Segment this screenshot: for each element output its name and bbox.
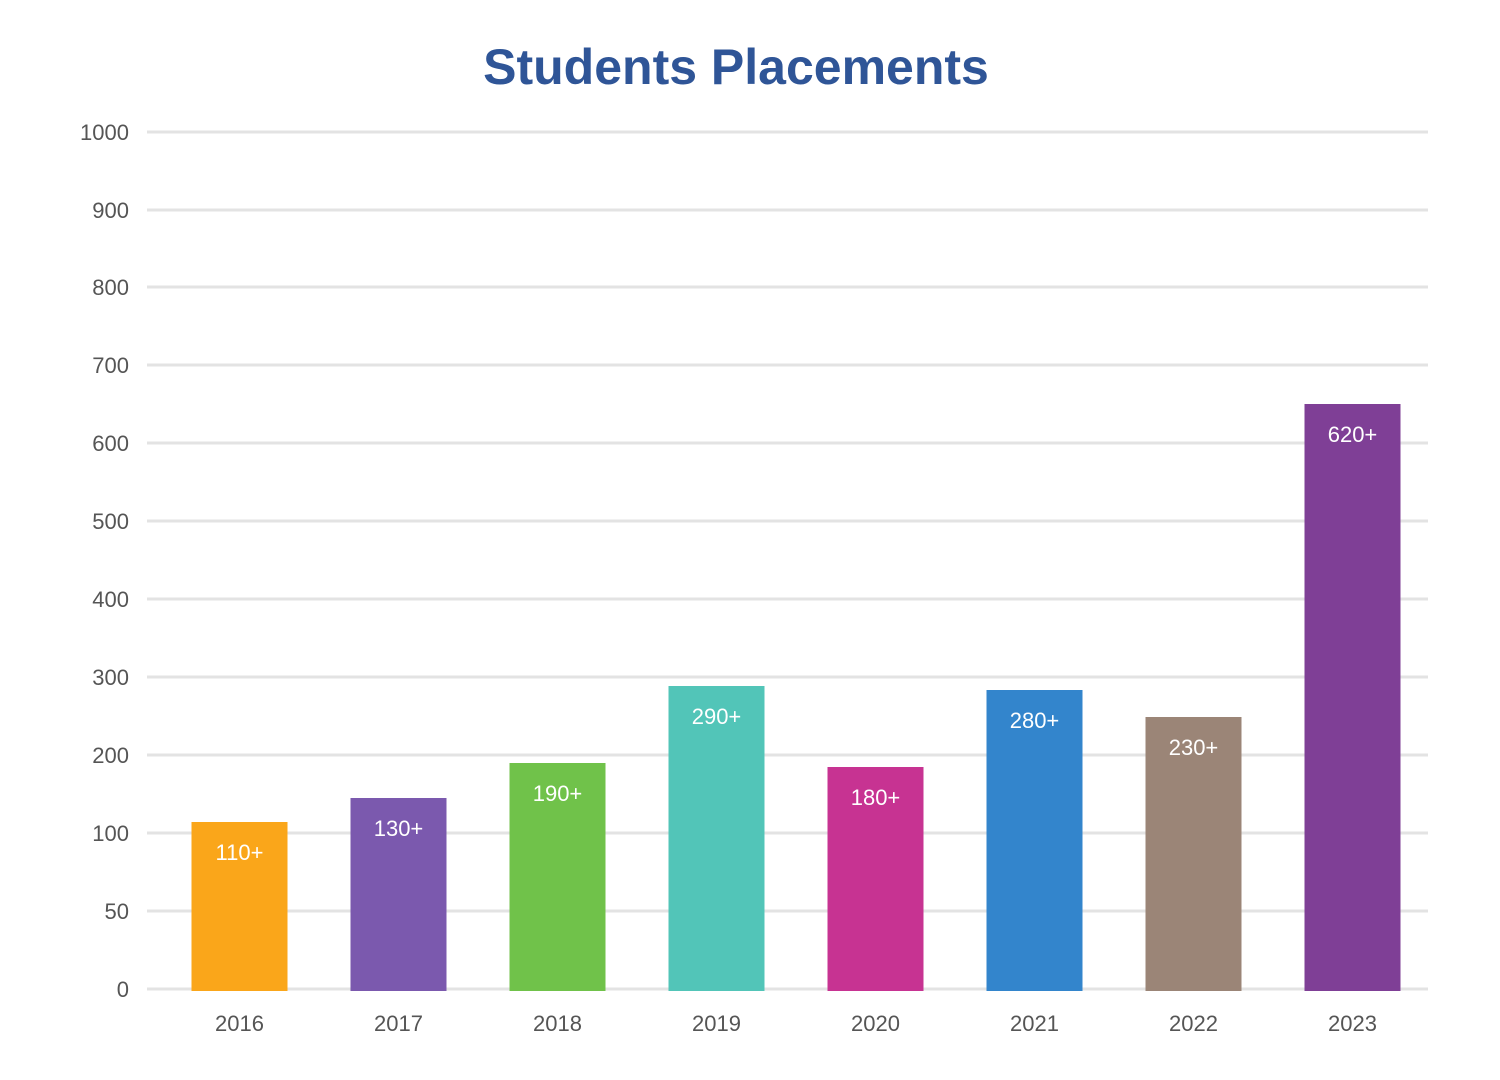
bar-2018: [509, 763, 606, 991]
x-tick-label: 2019: [692, 1011, 741, 1036]
x-tick-label: 2020: [851, 1011, 900, 1036]
x-tick-label: 2023: [1328, 1011, 1377, 1036]
x-axis-ticks: 2016 2017 2018 2019 2020 2021 2022 2023: [215, 1011, 1377, 1036]
y-tick-label: 500: [92, 509, 129, 534]
bar-2021: [986, 690, 1083, 991]
chart-title: Students Placements: [483, 39, 989, 95]
bar-value-label: 280+: [1010, 708, 1060, 733]
bar-2019: [668, 686, 765, 991]
y-tick-label: 400: [92, 587, 129, 612]
y-tick-label: 200: [92, 743, 129, 768]
x-tick-label: 2021: [1010, 1011, 1059, 1036]
x-tick-label: 2016: [215, 1011, 264, 1036]
y-tick-label: 900: [92, 198, 129, 223]
bars: 110+ 130+ 190+ 290+ 180+ 280+ 230+ 620+: [191, 404, 1401, 991]
bar-value-label: 130+: [374, 816, 424, 841]
bar-2020: [827, 767, 924, 991]
bar-value-label: 180+: [851, 785, 901, 810]
y-tick-label: 1000: [80, 120, 129, 145]
x-tick-label: 2018: [533, 1011, 582, 1036]
bar-value-label: 110+: [216, 840, 264, 865]
bar-2016: [191, 822, 288, 991]
x-tick-label: 2022: [1169, 1011, 1218, 1036]
y-tick-label: 0: [117, 977, 129, 1002]
y-tick-label: 600: [92, 431, 129, 456]
x-tick-label: 2017: [374, 1011, 423, 1036]
bar-value-label: 290+: [692, 704, 742, 729]
y-tick-label: 50: [105, 899, 129, 924]
bar-value-label: 190+: [533, 781, 583, 806]
y-axis-ticks: 0 50 100 200 300 400 500 600 700 800 900 1000: [80, 120, 129, 1002]
bar-2017: [350, 798, 447, 991]
bar-2022: [1145, 717, 1242, 991]
y-tick-label: 700: [92, 353, 129, 378]
bar-value-label: 620+: [1328, 422, 1378, 447]
bar-2023: [1304, 404, 1401, 991]
y-tick-label: 800: [92, 275, 129, 300]
bar-value-label: 230+: [1169, 735, 1219, 760]
y-tick-label: 100: [92, 821, 129, 846]
y-tick-label: 300: [92, 665, 129, 690]
